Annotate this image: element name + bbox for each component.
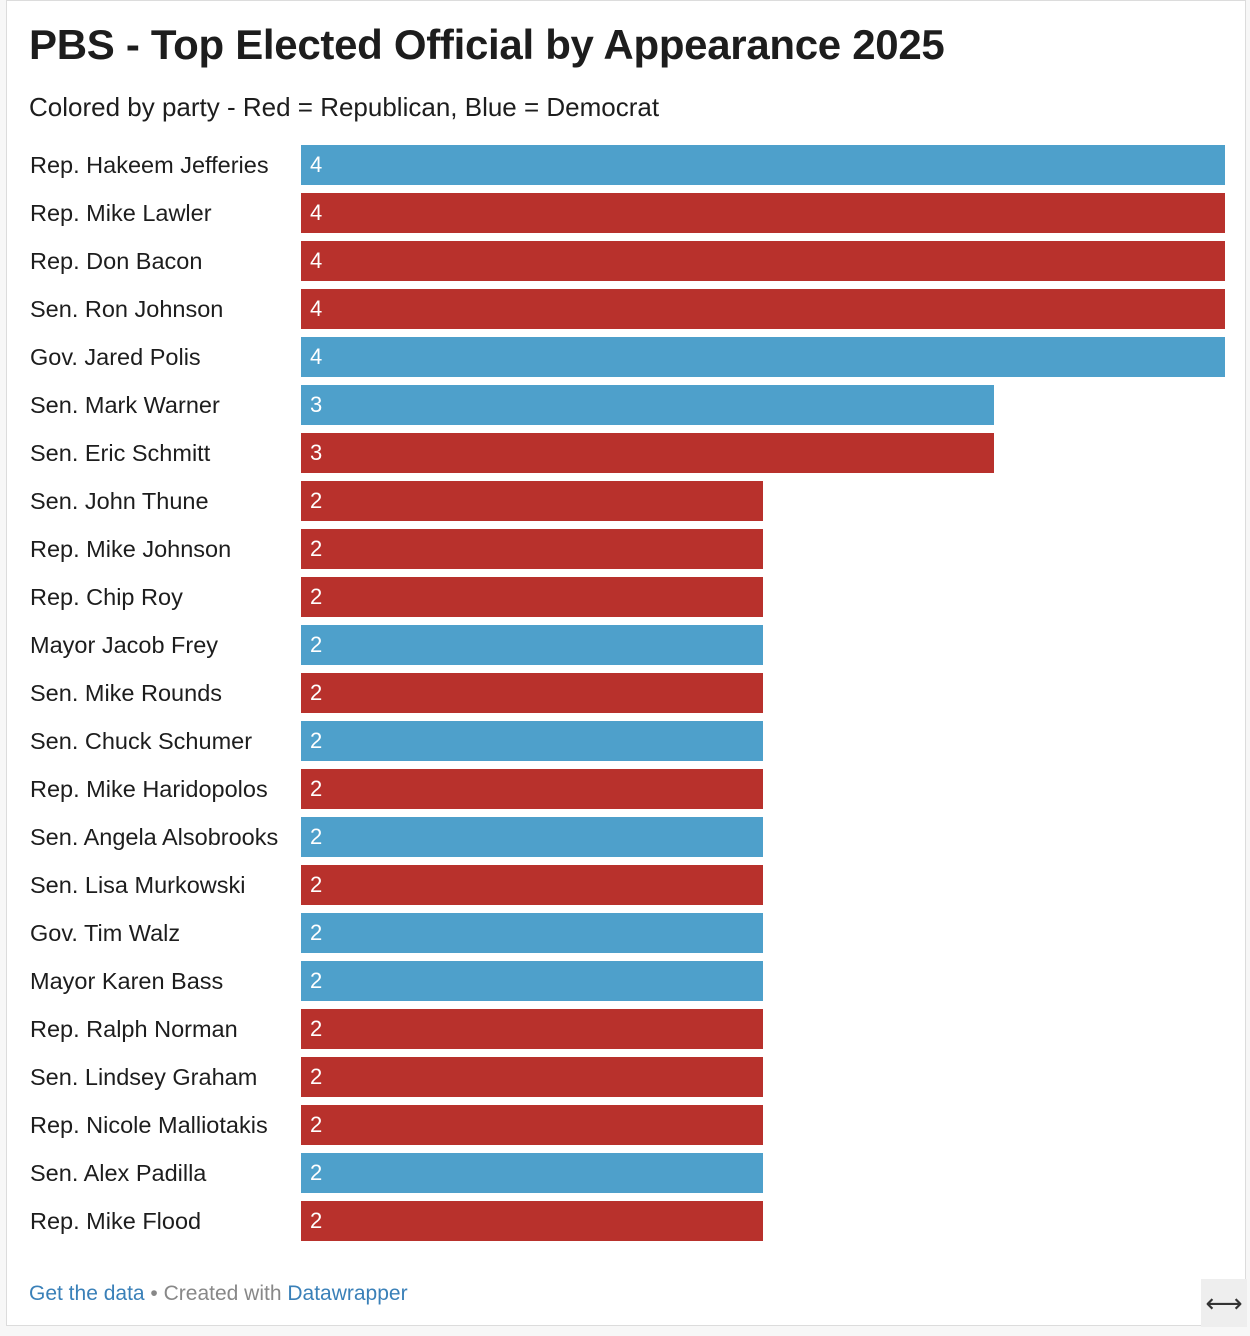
bar (301, 1009, 763, 1049)
bar-value-label: 3 (310, 392, 323, 417)
bar (301, 193, 1225, 233)
bar-value-label: 2 (310, 1112, 323, 1137)
bar-value-label: 4 (310, 344, 323, 369)
datawrapper-link[interactable]: Datawrapper (287, 1282, 408, 1305)
bar-value-label: 2 (310, 584, 323, 609)
bar-value-label: 4 (310, 296, 323, 321)
get-the-data-link[interactable]: Get the data (29, 1282, 145, 1305)
bar (301, 577, 763, 617)
category-label: Sen. Angela Alsobrooks (30, 824, 279, 850)
chart-subtitle: Colored by party - Red = Republican, Blu… (29, 92, 660, 122)
bar (301, 385, 994, 425)
bar (301, 529, 763, 569)
category-label: Rep. Mike Flood (30, 1208, 202, 1234)
category-label: Sen. Mark Warner (30, 392, 220, 418)
bar (301, 1057, 763, 1097)
bar-value-label: 2 (310, 920, 323, 945)
category-label: Rep. Mike Haridopolos (30, 776, 268, 802)
chart-footer: Get the data • Created with Datawrapper (29, 1279, 408, 1309)
bar-value-label: 2 (310, 632, 323, 657)
bar (301, 817, 763, 857)
category-label: Rep. Hakeem Jefferies (30, 152, 269, 178)
category-label: Rep. Nicole Malliotakis (30, 1112, 268, 1138)
bar (301, 673, 763, 713)
bar-value-label: 2 (310, 1160, 323, 1185)
resize-arrows-icon[interactable]: ⟷ (1201, 1279, 1247, 1327)
bar-value-label: 3 (310, 440, 323, 465)
bar (301, 1153, 763, 1193)
bar (301, 769, 763, 809)
bar-value-label: 2 (310, 728, 323, 753)
category-label: Sen. Eric Schmitt (30, 440, 211, 466)
category-label: Sen. Ron Johnson (30, 296, 224, 322)
bar (301, 961, 763, 1001)
bar (301, 433, 994, 473)
bar (301, 289, 1225, 329)
category-label: Rep. Don Bacon (30, 248, 203, 274)
chart-title: PBS - Top Elected Official by Appearance… (29, 21, 945, 68)
category-label: Sen. Alex Padilla (30, 1160, 207, 1186)
bar-value-label: 4 (310, 200, 323, 225)
bar-value-label: 2 (310, 776, 323, 801)
bar (301, 1201, 763, 1241)
category-label: Rep. Chip Roy (30, 584, 183, 610)
bar (301, 337, 1225, 377)
category-label: Gov. Tim Walz (30, 920, 181, 946)
bar-value-label: 2 (310, 680, 323, 705)
bar-value-label: 2 (310, 488, 323, 513)
bar-value-label: 2 (310, 824, 323, 849)
footer-separator: • Created with (144, 1282, 288, 1305)
category-label: Sen. Lindsey Graham (30, 1064, 258, 1090)
bar (301, 145, 1225, 185)
category-label: Sen. Chuck Schumer (30, 728, 253, 754)
bar (301, 865, 763, 905)
bar (301, 721, 763, 761)
chart-container: PBS - Top Elected Official by Appearance… (6, 0, 1247, 1327)
bar-value-label: 2 (310, 1016, 323, 1041)
bar-chart: Rep. Hakeem Jefferies 4 Rep. Mike Lawler 4 R… (7, 1, 1245, 1327)
bar-value-label: 2 (310, 536, 323, 561)
category-label: Mayor Karen Bass (30, 968, 224, 994)
bar (301, 625, 763, 665)
bar (301, 1105, 763, 1145)
category-label: Gov. Jared Polis (30, 344, 201, 370)
category-label: Sen. Lisa Murkowski (30, 872, 246, 898)
bar (301, 241, 1225, 281)
bar-value-label: 4 (310, 152, 323, 177)
category-label: Sen. Mike Rounds (30, 680, 223, 706)
bar-value-label: 2 (310, 1064, 323, 1089)
bar (301, 481, 763, 521)
bar-value-label: 2 (310, 872, 323, 897)
bar-value-label: 2 (310, 1208, 323, 1233)
category-label: Mayor Jacob Frey (30, 632, 219, 658)
bar-value-label: 2 (310, 968, 323, 993)
category-label: Rep. Mike Lawler (30, 200, 212, 226)
bar-value-label: 4 (310, 248, 323, 273)
bar (301, 913, 763, 953)
category-label: Rep. Ralph Norman (30, 1016, 238, 1042)
category-label: Rep. Mike Johnson (30, 536, 232, 562)
category-label: Sen. John Thune (30, 488, 209, 514)
